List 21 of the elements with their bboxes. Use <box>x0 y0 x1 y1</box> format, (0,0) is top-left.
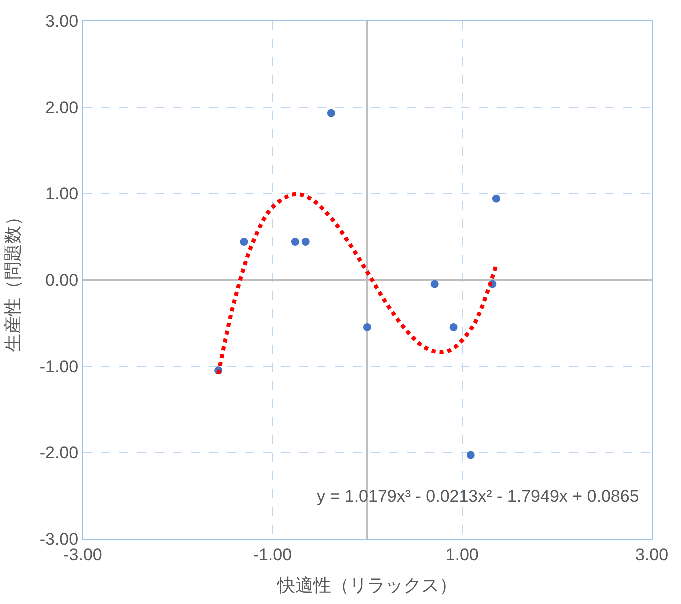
y-tick-label: 1.00 <box>46 184 79 204</box>
point <box>364 323 372 332</box>
x-axis-title: 快適性（リラックス） <box>276 576 458 596</box>
point <box>327 109 336 118</box>
y-tick-label: 2.00 <box>46 98 79 118</box>
point <box>466 451 475 460</box>
y-tick-label: 0.00 <box>46 270 79 290</box>
x-tick-label: 3.00 <box>635 545 669 564</box>
y-tick-label: -2.00 <box>40 444 79 463</box>
y-tick-label: 3.00 <box>46 12 79 31</box>
y-tick-label: -1.00 <box>40 357 79 376</box>
y-axis-title: 生産性（問題数） <box>3 208 24 352</box>
point <box>492 194 500 203</box>
point <box>302 238 310 246</box>
point <box>291 238 300 246</box>
point <box>240 238 248 246</box>
point <box>450 323 458 332</box>
x-tick-label: -1.00 <box>253 545 292 564</box>
annotation: y = 1.0179x³ - 0.0213x² - 1.7949x + 0.0865 <box>317 487 640 506</box>
point <box>430 280 439 288</box>
x-tick-label: 1.00 <box>446 545 479 564</box>
